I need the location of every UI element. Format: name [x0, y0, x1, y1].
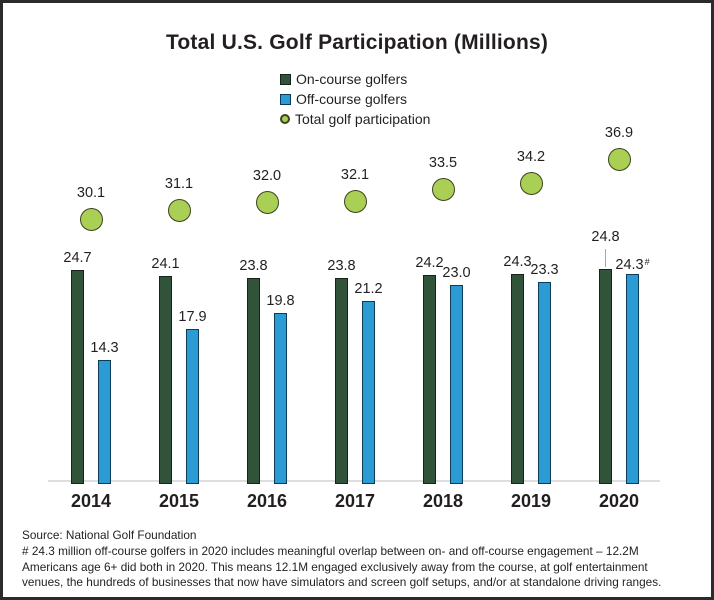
label-on-course-2015: 24.1	[151, 255, 180, 272]
bar-on-course-2020	[599, 269, 612, 484]
label-total-2018: 33.5	[428, 154, 458, 171]
label-off-course-2016: 19.8	[266, 292, 295, 309]
x-tick-2019: 2019	[510, 491, 552, 511]
x-tick-2017: 2017	[334, 491, 376, 511]
legend-item-total: Total golf participation	[280, 109, 430, 129]
x-axis-line	[48, 480, 660, 482]
bar-on-course-2015	[159, 275, 172, 484]
legend-item-on-course: On-course golfers	[280, 69, 430, 89]
label-on-course-2014: 24.7	[63, 250, 92, 267]
footer-note: # 24.3 million off-course golfers in 202…	[22, 544, 700, 590]
label-off-course-2020: 24.3#	[615, 256, 650, 273]
footer: Source: National Golf Foundation # 24.3 …	[22, 528, 700, 590]
leader-line-2020	[605, 249, 606, 268]
label-total-2019: 34.2	[516, 148, 546, 165]
label-on-course-2020: 24.8	[591, 229, 620, 246]
bar-off-course-2015	[186, 329, 199, 484]
label-off-course-2018: 23.0	[442, 265, 471, 282]
legend-item-off-course: Off-course golfers	[280, 89, 430, 109]
footer-source: Source: National Golf Foundation	[22, 528, 197, 542]
x-tick-2015: 2015	[158, 491, 200, 511]
x-tick-2018: 2018	[422, 491, 464, 511]
label-off-course-2019: 23.3	[530, 262, 559, 279]
bar-off-course-2019	[538, 282, 551, 484]
label-total-2020: 36.9	[604, 124, 634, 141]
legend-label-total: Total golf participation	[295, 111, 431, 127]
legend-label-off-course: Off-course golfers	[296, 91, 408, 107]
total-dot-2019	[519, 171, 543, 195]
label-on-course-2018: 24.2	[415, 254, 444, 271]
footnote-marker: #	[644, 256, 650, 267]
bar-on-course-2016	[247, 278, 260, 484]
bar-on-course-2014	[71, 270, 84, 484]
label-total-2015: 31.1	[164, 175, 194, 192]
label-total-2016: 32.0	[252, 167, 282, 184]
footer-note-line: # 24.3 million off-course golfers in 202…	[22, 544, 639, 559]
total-dot-2018	[431, 177, 455, 201]
bar-off-course-2016	[274, 312, 287, 484]
label-on-course-2016: 23.8	[239, 258, 268, 275]
x-tick-2016: 2016	[246, 491, 288, 511]
bar-on-course-2019	[511, 273, 524, 484]
label-on-course-2019: 24.3	[503, 253, 532, 270]
x-tick-2020: 2020	[598, 491, 640, 511]
legend-label-on-course: On-course golfers	[296, 71, 408, 87]
bar-on-course-2018	[423, 274, 436, 484]
total-dot-2017	[343, 190, 367, 214]
label-off-course-2017: 21.2	[354, 280, 383, 297]
bar-off-course-2017	[362, 300, 375, 484]
off-course-swatch-icon	[280, 93, 291, 105]
label-total-2014: 30.1	[76, 184, 106, 201]
label-off-course-2015: 17.9	[178, 309, 207, 326]
bar-off-course-2018	[450, 285, 463, 484]
total-swatch-icon	[280, 114, 290, 124]
bar-off-course-2014	[98, 360, 111, 484]
footer-note-line: Americans age 6+ did both in 2020. This …	[22, 559, 648, 574]
on-course-swatch-icon	[280, 73, 291, 85]
label-off-course-2014: 14.3	[90, 340, 119, 357]
label-on-course-2017: 23.8	[327, 258, 356, 275]
total-dot-2016	[255, 190, 279, 214]
label-total-2017: 32.1	[340, 167, 370, 184]
total-dot-2015	[167, 198, 191, 222]
x-tick-2014: 2014	[70, 491, 112, 511]
page-title: Total U.S. Golf Participation (Millions)	[165, 31, 549, 54]
legend: On-course golfers Off-course golfers Tot…	[280, 69, 430, 129]
bar-on-course-2017	[335, 278, 348, 484]
footer-note-line: venues, the hundreds of businesses that …	[22, 574, 662, 589]
total-dot-2014	[79, 207, 103, 231]
bar-off-course-2020	[626, 273, 639, 484]
total-dot-2020	[607, 147, 631, 171]
